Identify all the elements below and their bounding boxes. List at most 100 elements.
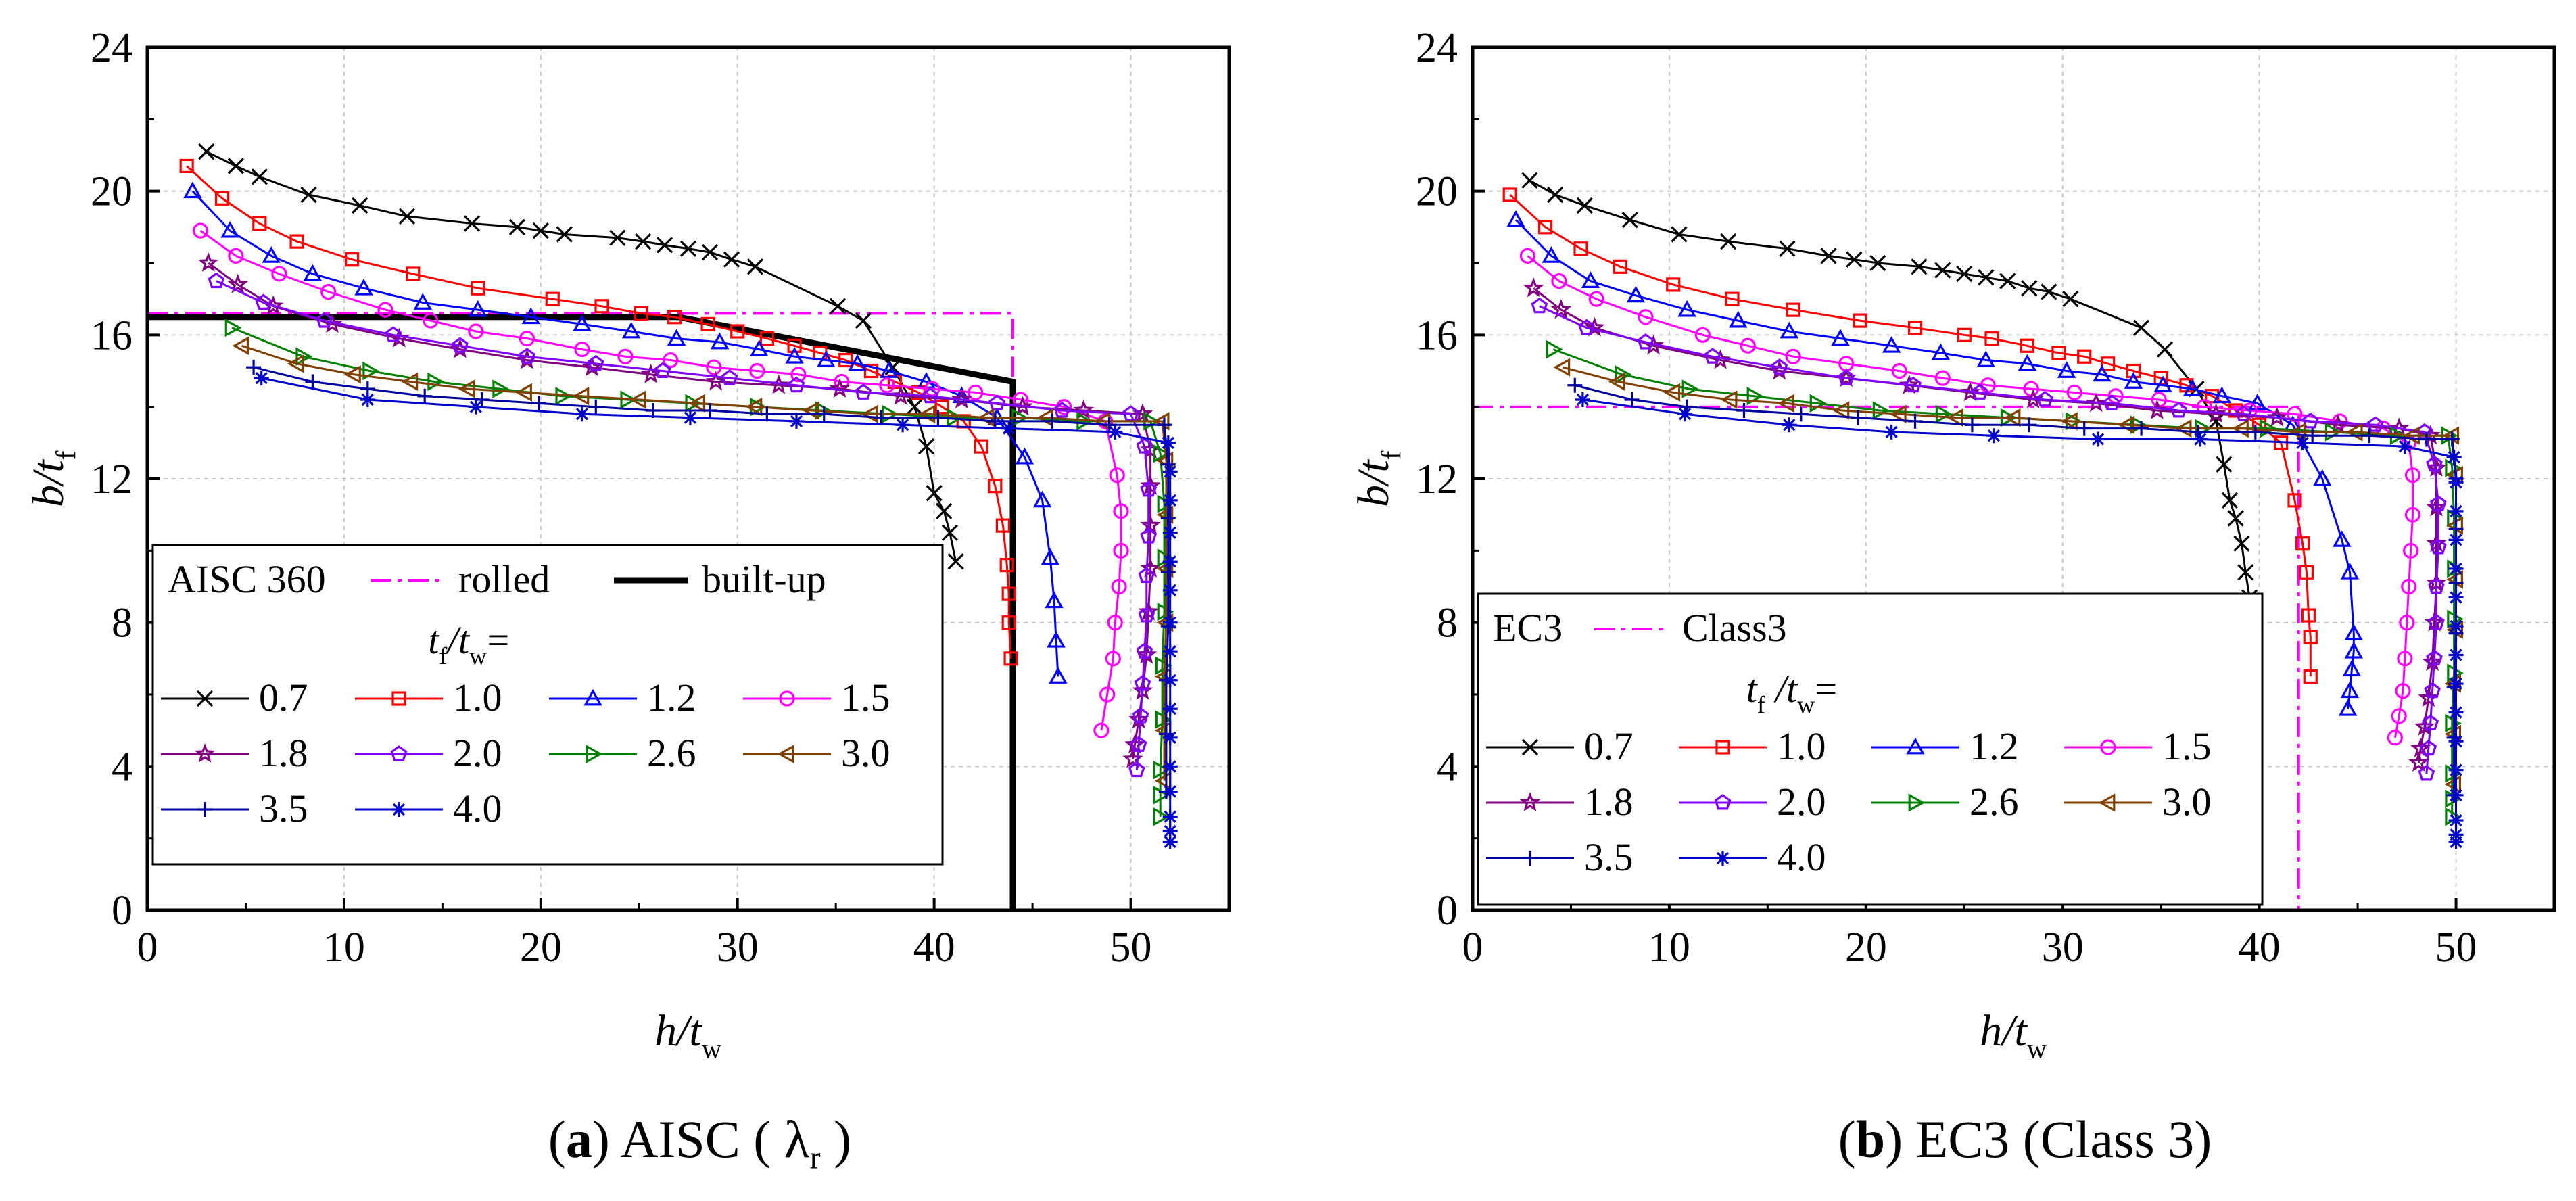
data-point bbox=[2404, 507, 2421, 523]
x-axis-label: h/tw bbox=[1980, 1006, 2047, 1064]
legend-swatch-marker bbox=[197, 802, 212, 817]
data-point bbox=[1160, 511, 1176, 526]
data-point bbox=[2403, 426, 2420, 445]
data-point bbox=[634, 233, 652, 250]
data-point bbox=[1053, 402, 1071, 418]
data-point bbox=[377, 302, 393, 318]
data-point bbox=[1846, 251, 1863, 268]
data-point bbox=[1138, 567, 1155, 583]
data-point bbox=[1972, 383, 1988, 400]
legend-swatch-marker bbox=[2098, 793, 2116, 812]
data-point bbox=[1869, 254, 1886, 272]
legend-group-label: AISC 360 bbox=[168, 557, 326, 601]
series-4-0 bbox=[1575, 392, 2464, 849]
data-point bbox=[1162, 464, 1178, 479]
data-point bbox=[1720, 390, 1738, 409]
data-point bbox=[1584, 316, 1605, 337]
data-point bbox=[1519, 248, 1536, 264]
data-point bbox=[863, 363, 879, 379]
data-point bbox=[2126, 363, 2141, 379]
data-point bbox=[179, 158, 194, 174]
data-point bbox=[1003, 651, 1018, 666]
data-point bbox=[2387, 730, 2403, 746]
data-point bbox=[941, 524, 959, 541]
data-point bbox=[1162, 834, 1178, 849]
data-point bbox=[2340, 681, 2360, 699]
data-point bbox=[2344, 641, 2363, 659]
legend-swatch-marker bbox=[586, 745, 603, 763]
data-point bbox=[706, 359, 722, 375]
data-point bbox=[198, 143, 215, 160]
caption-a: (a) AISC ( λr ) bbox=[548, 1110, 852, 1176]
data-point bbox=[2183, 379, 2202, 396]
data-point bbox=[2221, 492, 2239, 509]
data-point bbox=[750, 339, 769, 356]
data-point bbox=[519, 348, 535, 364]
legend-swatch-marker bbox=[1715, 851, 1730, 866]
data-point bbox=[515, 383, 532, 402]
data-point bbox=[1882, 335, 1901, 353]
data-point bbox=[423, 312, 439, 329]
data-point bbox=[2076, 421, 2092, 436]
data-point bbox=[1984, 331, 1999, 346]
data-point bbox=[1638, 309, 1654, 325]
data-point bbox=[354, 278, 373, 296]
legend-label-rolled: rolled bbox=[458, 557, 550, 601]
data-point bbox=[1820, 248, 1837, 264]
data-point bbox=[1681, 379, 1699, 398]
data-point bbox=[2344, 623, 2363, 641]
legend-entry-3-5: 3.5 bbox=[161, 786, 308, 830]
data-point bbox=[303, 264, 323, 281]
data-point bbox=[362, 361, 380, 381]
data-point bbox=[468, 323, 484, 339]
data-point bbox=[999, 557, 1014, 573]
data-point bbox=[545, 291, 560, 306]
y-tick-label: 0 bbox=[112, 888, 133, 934]
data-point bbox=[2391, 708, 2407, 724]
data-point bbox=[2051, 346, 2066, 360]
data-point bbox=[2066, 384, 2082, 401]
legend-entry-2-6: 2.6 bbox=[549, 731, 696, 775]
data-point bbox=[2397, 651, 2413, 667]
data-point bbox=[2093, 364, 2112, 382]
data-point bbox=[1578, 319, 1596, 335]
data-point bbox=[667, 329, 686, 346]
series-1-0 bbox=[179, 158, 1018, 666]
data-point bbox=[879, 377, 895, 394]
x-tick-label: 30 bbox=[2042, 924, 2084, 970]
series-line bbox=[253, 366, 1170, 792]
data-point bbox=[634, 306, 648, 321]
data-point bbox=[401, 372, 419, 392]
legend-swatch-marker bbox=[391, 802, 406, 817]
data-point bbox=[926, 485, 943, 502]
data-point bbox=[2287, 493, 2302, 508]
data-point bbox=[1671, 226, 1688, 243]
y-tick-label: 16 bbox=[91, 312, 133, 358]
data-point bbox=[936, 502, 953, 519]
data-point bbox=[1547, 186, 1564, 204]
legend-entry-1-2: 1.2 bbox=[549, 676, 696, 720]
y-tick-label: 20 bbox=[1416, 169, 1458, 215]
data-point bbox=[1626, 285, 1646, 303]
data-point bbox=[1573, 241, 1588, 256]
data-point bbox=[2448, 813, 2464, 828]
data-point bbox=[1553, 358, 1571, 377]
data-point bbox=[556, 226, 573, 243]
data-point bbox=[987, 413, 1003, 429]
data-point bbox=[255, 293, 272, 310]
data-point bbox=[1138, 607, 1155, 623]
data-point bbox=[254, 371, 269, 386]
data-point bbox=[2208, 413, 2224, 430]
data-point bbox=[2448, 590, 2464, 605]
data-point bbox=[2174, 419, 2192, 438]
data-point bbox=[2295, 536, 2310, 551]
y-tick-label: 24 bbox=[1416, 25, 1458, 71]
data-point bbox=[1162, 701, 1178, 717]
data-point bbox=[458, 379, 475, 398]
legend-entry-label: 0.7 bbox=[1584, 724, 1633, 768]
legend-entry-label: 2.6 bbox=[647, 731, 696, 775]
data-point bbox=[1542, 246, 1561, 263]
data-point bbox=[2227, 510, 2244, 527]
data-point bbox=[2428, 578, 2445, 594]
data-point bbox=[2446, 450, 2462, 465]
